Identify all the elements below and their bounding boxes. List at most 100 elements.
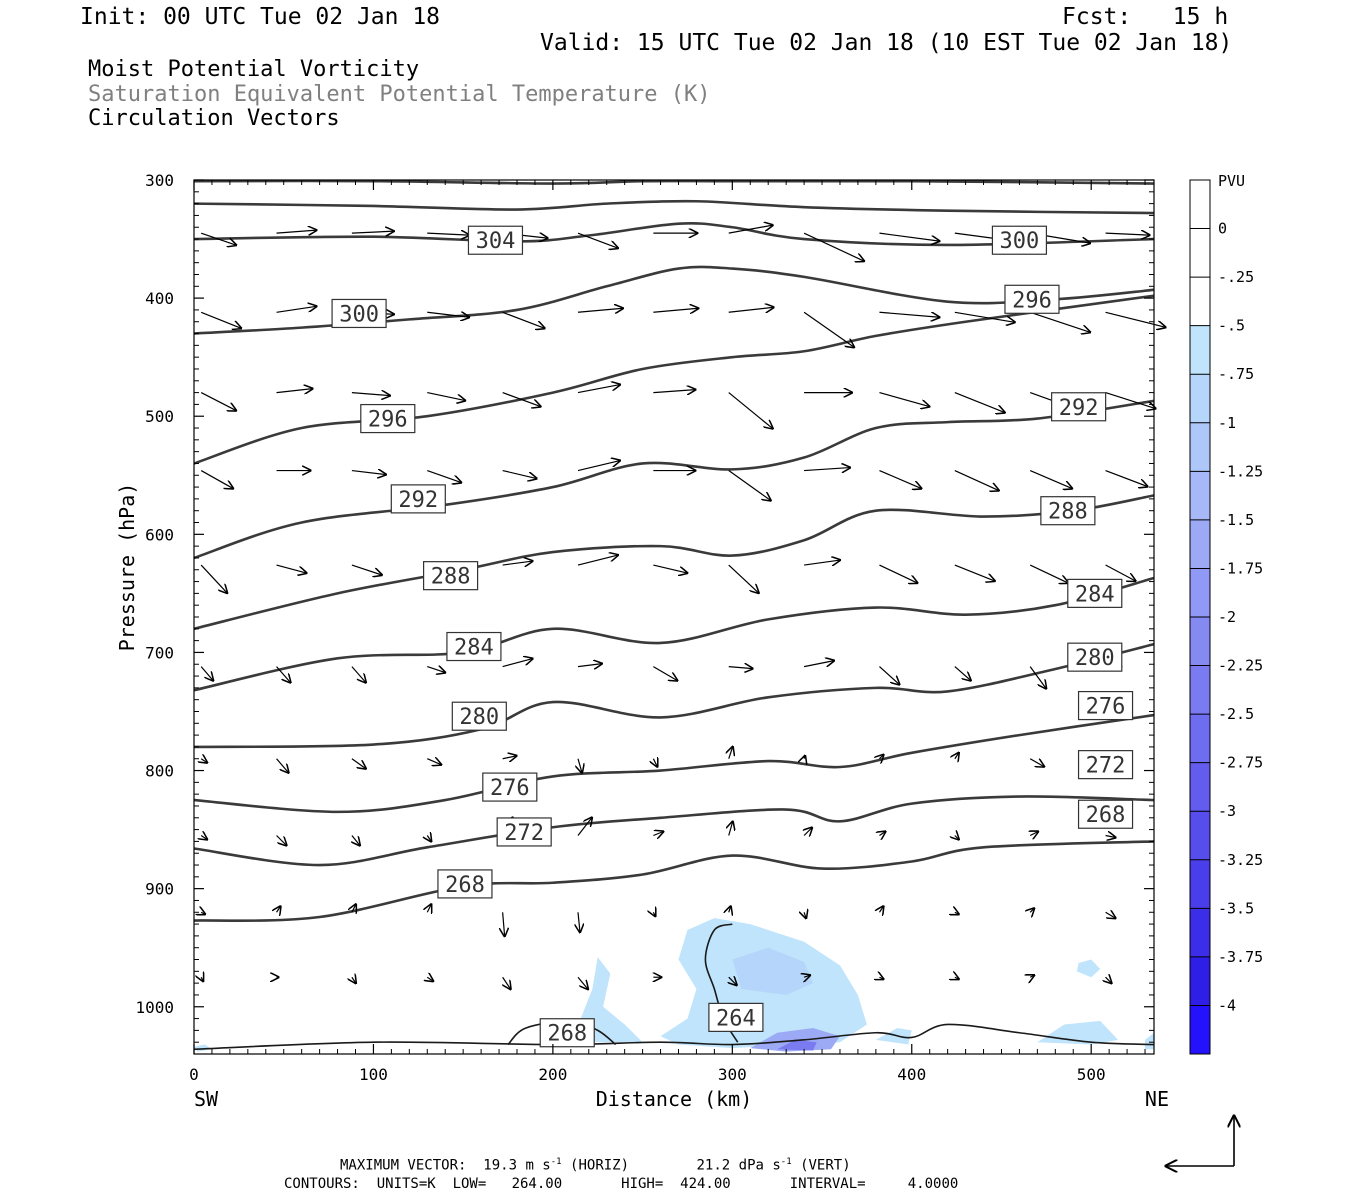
vector-arrow	[427, 392, 465, 401]
contour-label-284: 284	[446, 631, 502, 662]
vector-arrow	[879, 311, 939, 317]
vector-arrow	[1029, 311, 1090, 332]
contour-label-box	[437, 869, 493, 899]
contour-label-box	[1067, 578, 1123, 608]
vector-arrow	[1105, 392, 1156, 409]
contour-label-box	[496, 817, 552, 847]
contour-label-box	[1077, 690, 1134, 721]
vector-arrow	[728, 667, 753, 669]
y-tick-label: 500	[145, 407, 174, 426]
colorbar-segment	[1190, 374, 1210, 423]
vector-arrow	[277, 906, 281, 912]
vector-arrow	[879, 564, 917, 583]
contour-label-300: 300	[331, 298, 387, 329]
x-tick-label: 500	[1077, 1065, 1106, 1084]
circulation-vectors	[201, 225, 1165, 989]
contour-labels: 304 300 300 296 296 292 292 288 288 284 284 280 280 2…	[331, 225, 1134, 1048]
vector-arrow	[276, 666, 291, 683]
contour-label-box	[446, 631, 502, 662]
contour-label-280: 280	[451, 701, 507, 731]
vector-arrow	[804, 912, 806, 918]
colorbar-level-label: -4	[1218, 996, 1236, 1014]
vector-arrow	[954, 311, 1015, 322]
contour-label-text: 304	[476, 229, 516, 254]
contour-label-text: 276	[490, 776, 530, 801]
colorbar-level-label: 0	[1218, 220, 1227, 238]
vector-arrow	[1029, 758, 1044, 767]
colorbar-segment	[1190, 568, 1210, 617]
contour-label-276: 276	[482, 772, 538, 802]
colorbar-level-label: -.5	[1218, 317, 1245, 335]
vector-arrow	[276, 306, 317, 313]
contour-label-text: 300	[1000, 229, 1040, 254]
colorbar-segment	[1190, 228, 1210, 278]
max-vector-horiz-tag: (HORIZ)	[570, 1157, 630, 1174]
vector-arrow	[954, 564, 995, 581]
max-vector-vert-value: 21.2	[696, 1157, 731, 1174]
contour-label-292: 292	[390, 484, 446, 514]
vector-arrow	[729, 747, 733, 759]
x-tick-label: 0	[189, 1065, 199, 1084]
vector-arrow	[352, 904, 356, 912]
colorbar-level-label: -1.5	[1218, 511, 1254, 529]
vector-arrow	[200, 564, 227, 593]
vector-arrow	[200, 311, 241, 328]
field-title-vectors: Circulation Vectors	[88, 106, 340, 131]
vector-arrow	[653, 666, 677, 681]
colorbar-level-label: -3.5	[1218, 899, 1254, 917]
contour-label-text: 264	[716, 1006, 756, 1031]
vector-arrow	[351, 471, 386, 475]
colorbar-segment	[1190, 908, 1210, 957]
vector-arrow	[276, 389, 313, 393]
vector-arrow	[201, 836, 207, 840]
vector-arrow	[804, 828, 812, 836]
colorbar-level-label: -1.25	[1218, 462, 1263, 480]
contour-304-1	[193, 199, 1155, 215]
vector-arrow	[577, 555, 618, 566]
y-tick-label: 600	[145, 525, 174, 544]
vector-arrow	[1029, 666, 1046, 689]
x-tick-label: 100	[359, 1065, 388, 1084]
max-vector-horiz-exponent: -1	[550, 1157, 562, 1167]
contour-label-text: 276	[1086, 695, 1126, 720]
vector-arrow	[879, 906, 883, 912]
y-tick-label: 400	[145, 289, 174, 308]
contour-label-280: 280	[1067, 642, 1123, 672]
contour-label-box	[482, 772, 538, 802]
vector-arrow	[1105, 469, 1148, 487]
x-tick-label: 300	[718, 1065, 747, 1084]
vector-arrow	[351, 564, 382, 575]
vector-arrow	[201, 759, 207, 763]
contour-label-text: 292	[398, 488, 438, 513]
init-time: Init: 00 UTC Tue 02 Jan 18	[80, 4, 441, 30]
vector-arrow	[577, 818, 592, 836]
contour-304-2	[193, 222, 1155, 247]
vector-arrow	[955, 753, 959, 759]
vector-arrow	[427, 977, 433, 981]
vector-arrow	[955, 977, 959, 979]
vector-arrow	[803, 661, 834, 668]
vector-arrow	[351, 231, 394, 233]
contour-268-11	[193, 840, 1155, 922]
contour-label-264: 264	[708, 1002, 764, 1032]
endpoint-left-label: SW	[194, 1087, 219, 1111]
colorbar-segment	[1190, 180, 1210, 229]
colorbar-unit: PVU	[1218, 172, 1245, 190]
vector-arrow	[502, 392, 541, 407]
vector-arrow	[653, 390, 695, 393]
colorbar-segment	[1190, 422, 1210, 472]
contour-label-box	[1040, 496, 1096, 526]
contour-288-6	[193, 494, 1155, 631]
contour-label-text: 296	[1012, 288, 1052, 313]
contour-label-272: 272	[1077, 750, 1134, 780]
vector-arrow	[201, 977, 203, 981]
vector-arrow	[578, 912, 580, 932]
contour-label-box	[539, 1018, 595, 1048]
axis-ticks: 0 100 200 300 400 500 300 400 500 600 700 800 900 100…	[115, 171, 1169, 1111]
contour-label-text: 272	[504, 821, 544, 846]
y-tick-label: 900	[145, 880, 174, 899]
vector-arrow	[276, 835, 287, 846]
vector-arrow	[578, 758, 582, 773]
max-vector-line: MAXIMUM VECTOR: 19.3 m s-1 (HORIZ) 21.2 …	[340, 1158, 851, 1173]
